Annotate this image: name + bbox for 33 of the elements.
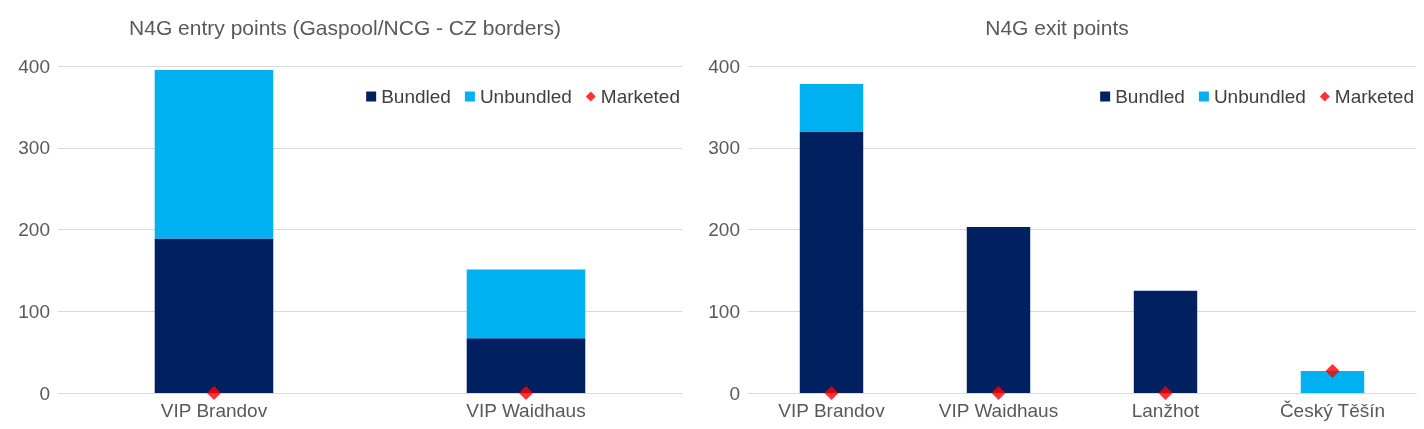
bar (154, 238, 274, 393)
y-tick-label: 100 (708, 300, 740, 322)
bar (799, 131, 864, 393)
y-tick-label: 0 (729, 382, 740, 404)
x-tick-label: Lanžhot (1131, 400, 1201, 421)
x-tick-label: VIP Brandov (778, 400, 886, 421)
bar (1133, 290, 1198, 393)
bar (966, 227, 1031, 393)
bar (466, 269, 586, 339)
x-tick-label: Český Těšín (1279, 400, 1386, 421)
legend-label: Bundled (1115, 86, 1185, 107)
bar (466, 338, 586, 393)
bar (154, 70, 274, 239)
bar (1300, 370, 1365, 393)
legend-label: Unbundled (1213, 86, 1306, 107)
y-tick-label: 300 (708, 137, 740, 159)
x-tick-label: VIP Waidhaus (938, 400, 1059, 421)
chart-title: N4G entry points (Gaspool/NCG - CZ borders) (129, 16, 561, 39)
legend-label: Marketed (600, 86, 680, 107)
y-tick-label: 300 (18, 137, 50, 159)
legend-label: Unbundled (479, 86, 572, 107)
y-tick-label: 200 (708, 219, 740, 240)
y-tick-label: 400 (708, 55, 740, 77)
y-tick-label: 0 (39, 382, 50, 404)
legend-label: Bundled (381, 86, 451, 107)
x-tick-label: VIP Waidhaus (466, 400, 586, 421)
y-tick-label: 400 (18, 55, 50, 77)
chart-title: N4G exit points (985, 16, 1129, 39)
legend-label: Marketed (1334, 86, 1414, 107)
y-tick-label: 100 (18, 300, 50, 322)
y-tick-label: 200 (18, 219, 50, 240)
x-tick-label: VIP Brandov (160, 400, 268, 421)
bar (799, 83, 864, 132)
